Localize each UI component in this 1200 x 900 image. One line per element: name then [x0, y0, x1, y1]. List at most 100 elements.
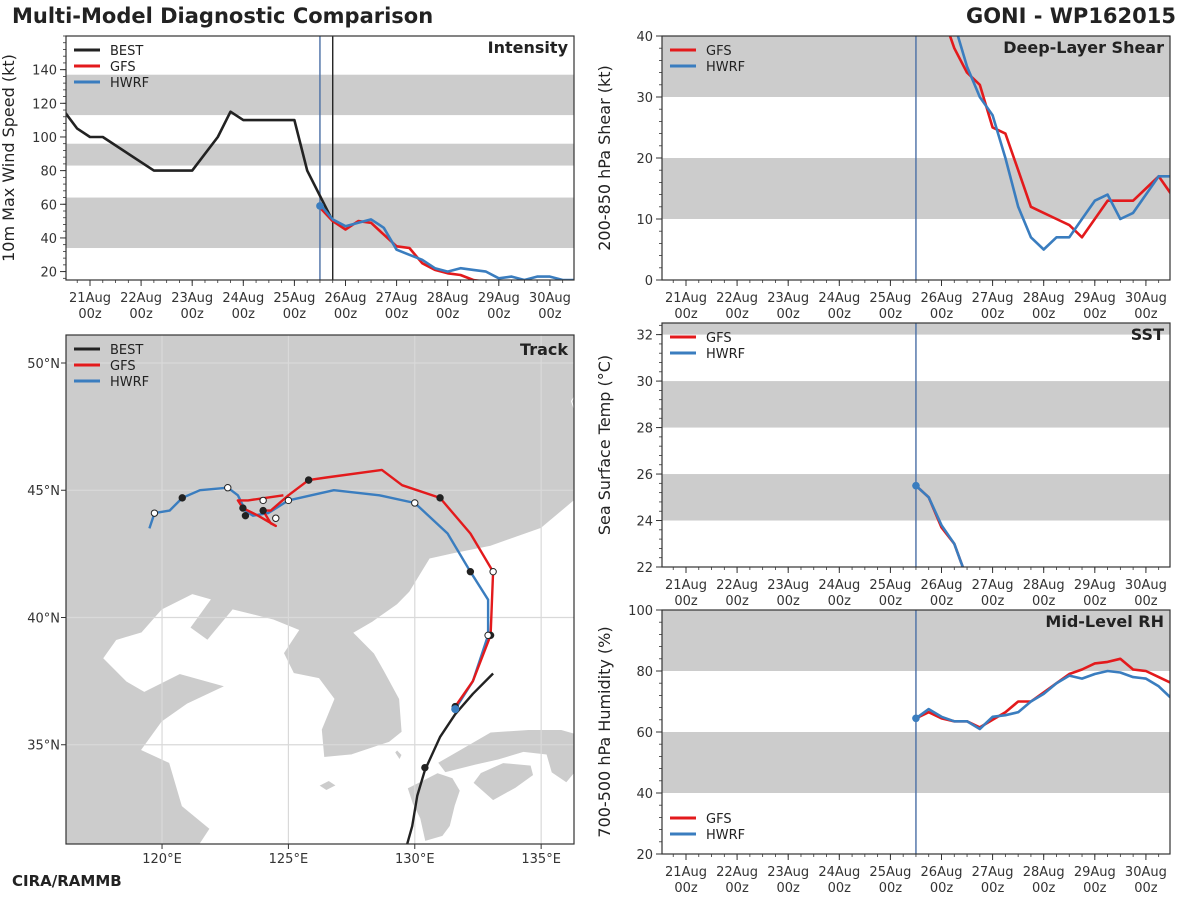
track-ytick-label: 45°N [27, 484, 60, 499]
sst-xtick-label: 00z [777, 594, 801, 609]
track-marker-gfs [239, 504, 247, 512]
intensity-legend-label-hwrf: HWRF [110, 76, 149, 91]
track-xtick-label: 130°E [395, 852, 435, 867]
jeju-landmass [317, 779, 338, 792]
track-line-best [406, 672, 494, 844]
intensity-panel: 2040608010012014021Aug00z22Aug00z23Aug00… [0, 35, 575, 322]
sst-xtick-label: 00z [1134, 594, 1158, 609]
rh-xtick-label: 23Aug [767, 865, 809, 880]
shear-ytick-label: 20 [636, 152, 653, 167]
sst-series-hwrf [915, 484, 965, 567]
intensity-legend-label-best: BEST [110, 44, 143, 59]
sst-xtick-label: 28Aug [1023, 578, 1065, 593]
sst-xtick-label: 23Aug [767, 578, 809, 593]
intensity-ylabel: 10m Max Wind Speed (kt) [0, 54, 18, 262]
storm-id: GONI - WP162015 [965, 4, 1176, 28]
rh-xtick-label: 25Aug [869, 865, 911, 880]
sst-xtick-label: 29Aug [1074, 578, 1116, 593]
shear-xtick-label: 00z [879, 307, 903, 322]
rh-ytick-label: 100 [628, 604, 653, 619]
sst-panel: 22242628303221Aug00z22Aug00z23Aug00z24Au… [595, 322, 1171, 609]
shear-legend-label-gfs: GFS [706, 44, 732, 59]
intensity-series-hwrf [319, 203, 574, 280]
track-ytick-label: 40°N [27, 611, 60, 626]
intensity-ytick-label: 100 [32, 131, 57, 146]
rh-ytick-label: 80 [636, 665, 653, 680]
intensity-xtick-label: 00z [78, 307, 102, 322]
sst-xtick-label: 24Aug [818, 578, 860, 593]
track-xtick-label: 120°E [142, 852, 182, 867]
shear-ytick-label: 30 [636, 91, 653, 106]
track-start-marker [451, 705, 460, 714]
track-marker-hwrf [484, 631, 492, 640]
shear-ytick-label: 10 [636, 213, 653, 228]
sst-xtick-label: 27Aug [972, 578, 1014, 593]
rh-ytick-label: 20 [636, 848, 653, 863]
intensity-xtick-label: 00z [385, 307, 409, 322]
rh-xtick-label: 29Aug [1074, 865, 1116, 880]
intensity-ytick-label: 140 [32, 64, 57, 79]
shear-xtick-label: 00z [828, 307, 852, 322]
track-marker-gfs [489, 567, 497, 576]
sst-ylabel: Sea Surface Temp (°C) [595, 355, 614, 535]
sst-xtick-label: 00z [828, 594, 852, 609]
track-xtick-label: 125°E [269, 852, 309, 867]
intensity-xtick-label: 00z [129, 307, 153, 322]
intensity-start-marker [316, 202, 324, 210]
kyushu-landmass [406, 772, 461, 843]
shear-ytick-label: 0 [645, 274, 653, 289]
shear-xtick-label: 28Aug [1023, 291, 1065, 306]
sst-legend-label-gfs: GFS [706, 331, 732, 346]
shear-xtick-label: 25Aug [869, 291, 911, 306]
intensity-series-best [66, 110, 334, 222]
intensity-xtick-label: 26Aug [325, 291, 367, 306]
rh-xtick-label: 00z [674, 881, 698, 896]
rh-ylabel: 700-500 hPa Humidity (%) [595, 626, 614, 837]
rh-xtick-label: 00z [777, 881, 801, 896]
intensity-xtick-label: 22Aug [120, 291, 162, 306]
rh-xtick-label: 00z [930, 881, 954, 896]
sst-xtick-label: 30Aug [1125, 578, 1167, 593]
intensity-ytick-label: 80 [40, 165, 57, 180]
track-marker-hwrf [178, 494, 186, 502]
intensity-xtick-label: 00z [436, 307, 460, 322]
intensity-ytick-label: 60 [40, 198, 57, 213]
track-plot-area [66, 335, 574, 844]
sst-panel-title: SST [1131, 325, 1164, 344]
rh-legend-label-gfs: GFS [706, 812, 732, 827]
sst-ytick-label: 28 [636, 422, 653, 437]
shear-series-hwrf [956, 36, 1170, 251]
sst-xtick-label: 00z [879, 594, 903, 609]
rh-panel-title: Mid-Level RH [1045, 612, 1164, 631]
sst-ytick-label: 32 [636, 329, 653, 344]
shear-xtick-label: 00z [981, 307, 1005, 322]
track-xtick-label: 135°E [521, 852, 561, 867]
intensity-ytick-label: 40 [40, 232, 57, 247]
shear-plot-area [662, 36, 1170, 280]
shear-xtick-label: 00z [674, 307, 698, 322]
rh-start-marker [912, 714, 920, 723]
rh-xtick-label: 22Aug [716, 865, 758, 880]
intensity-xtick-label: 29Aug [478, 291, 520, 306]
shear-xtick-label: 24Aug [818, 291, 860, 306]
intensity-plot-area [66, 36, 574, 280]
track-marker-hwrf [466, 567, 475, 576]
sst-legend-label-hwrf: HWRF [706, 347, 745, 362]
rh-xtick-label: 00z [1134, 881, 1158, 896]
honshu-landmass [436, 729, 574, 784]
credit-label: CIRA/RAMMB [12, 872, 122, 890]
sst-ytick-label: 30 [636, 375, 653, 390]
sst-xtick-label: 00z [674, 594, 698, 609]
shear-ytick-label: 40 [636, 30, 653, 45]
rh-xtick-label: 00z [981, 881, 1005, 896]
intensity-xtick-label: 24Aug [222, 291, 264, 306]
sst-xtick-label: 25Aug [869, 578, 911, 593]
rh-plot-area [662, 610, 1170, 854]
rh-xtick-label: 28Aug [1023, 865, 1065, 880]
rh-xtick-label: 00z [725, 881, 749, 896]
rh-xtick-label: 00z [1083, 881, 1107, 896]
rh-xtick-label: 30Aug [1125, 865, 1167, 880]
rh-xtick-label: 26Aug [921, 865, 963, 880]
intensity-xtick-label: 25Aug [273, 291, 315, 306]
